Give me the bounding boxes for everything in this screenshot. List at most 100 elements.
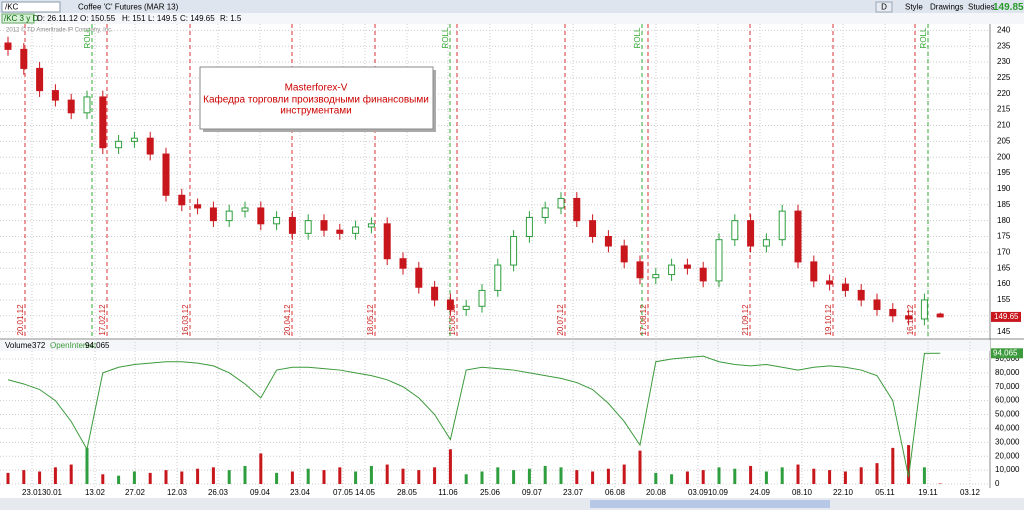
date-label: 05.11 <box>875 488 895 497</box>
date-label: 23.01 <box>22 488 43 497</box>
volume-bar <box>733 468 737 484</box>
volume-bar <box>670 474 674 484</box>
info: /KC 3 y D <box>4 14 38 23</box>
volume-bar <box>701 470 705 484</box>
volume-bar <box>448 449 452 484</box>
candle-body <box>178 194 186 206</box>
y-tick-label: 185 <box>997 200 1011 209</box>
candle-body <box>620 245 628 263</box>
annotation-line: Кафедра торговли производными финансовым… <box>203 94 429 106</box>
candle-body <box>83 96 91 114</box>
volume-bar <box>306 468 310 484</box>
volume-bar <box>211 467 215 484</box>
volume-bar <box>433 467 437 484</box>
date-label: 14.05 <box>355 488 376 497</box>
toolbar <box>0 0 1024 13</box>
chart-tag <box>1 13 35 24</box>
marker-label: 15.06.12 <box>448 304 457 336</box>
y-tick-label: 90,000 <box>995 354 1020 363</box>
candle-body <box>462 305 470 310</box>
info: L: 149.5 <box>148 14 177 23</box>
roll-label: ROLL <box>83 27 92 48</box>
volume-bar <box>243 465 247 484</box>
volume-bar <box>843 471 847 484</box>
volume-bar <box>480 471 484 484</box>
candle-body <box>636 261 644 279</box>
candle-body <box>889 308 897 317</box>
volume-bar <box>6 472 10 484</box>
candle-body <box>367 223 375 228</box>
candle-body <box>905 315 913 320</box>
volume-bar <box>764 471 768 484</box>
candle-body <box>336 229 344 234</box>
symbol-box[interactable] <box>1 1 61 13</box>
button[interactable] <box>875 1 893 13</box>
volume-bar <box>512 470 516 484</box>
volume-bar <box>527 468 531 484</box>
candle-body <box>826 280 834 285</box>
scroll-thumb[interactable] <box>590 500 830 508</box>
marker-label: 19.10.12 <box>824 304 833 336</box>
info-bar <box>0 13 1024 24</box>
date-label: 10.09 <box>708 488 729 497</box>
y-tick-label: 180 <box>997 216 1011 225</box>
y-tick-label: 155 <box>997 295 1011 304</box>
button-label[interactable]: Drawings <box>930 3 963 12</box>
y-tick-label: 205 <box>997 136 1011 145</box>
candle-body <box>510 236 518 266</box>
volume-bar <box>812 468 816 484</box>
button-label[interactable]: Studies <box>968 3 995 12</box>
volume-bar <box>606 468 610 484</box>
date-label: 30.01 <box>42 488 63 497</box>
volume-bar <box>828 470 832 484</box>
y-tick-label: 20,000 <box>995 451 1020 460</box>
volume-bar <box>464 474 468 484</box>
candle-body <box>810 261 818 282</box>
date-label: 06.08 <box>605 488 626 497</box>
date-label: 26.03 <box>208 488 229 497</box>
volume-bar <box>259 453 263 484</box>
volume-bar <box>780 467 784 484</box>
y-tick-label: 50,000 <box>995 410 1020 419</box>
volume-bar <box>717 467 721 484</box>
last-flag <box>991 311 1021 322</box>
candle-body <box>557 197 565 209</box>
y-tick-label: 240 <box>997 25 1011 34</box>
y-tick-label: 220 <box>997 89 1011 98</box>
volume-bar <box>543 465 547 484</box>
volume-bar <box>164 470 168 484</box>
volume-bar <box>638 450 642 484</box>
symbol[interactable]: /KC <box>5 3 19 12</box>
last-flag-label: 149.65 <box>994 312 1019 321</box>
roll-label: ROLL <box>441 27 450 48</box>
volume-bar <box>859 467 863 484</box>
date-label: 03.12 <box>960 488 981 497</box>
y-tick-label: 235 <box>997 41 1011 50</box>
date-label: 12.03 <box>167 488 188 497</box>
scrollbar[interactable] <box>0 498 1024 510</box>
candle-body <box>225 210 233 222</box>
y-tick-label: 200 <box>997 152 1011 161</box>
volume-title: Volume <box>5 341 32 350</box>
volume-bar <box>401 468 405 484</box>
volume-readout: 372 <box>32 341 46 350</box>
button-label[interactable]: Style <box>905 3 923 12</box>
oi-line <box>7 352 941 478</box>
date-label: 27.02 <box>125 488 146 497</box>
y-tick-label: 0 <box>995 479 1000 488</box>
y-tick-label: 170 <box>997 247 1011 256</box>
candle-body <box>668 264 676 276</box>
annotation-box <box>199 66 434 130</box>
date-label: 28.05 <box>397 488 418 497</box>
description: Coffee 'C' Futures (MAR 13) <box>78 3 179 12</box>
candle-body <box>194 204 202 209</box>
button-label[interactable]: D <box>881 3 887 12</box>
roll-label: ROLL <box>919 27 928 48</box>
annotation-title: Masterforex-V <box>285 83 348 94</box>
candle-body <box>288 216 296 234</box>
volume-bar <box>180 471 184 484</box>
volume-bar <box>322 470 326 484</box>
date-label: 19.11 <box>918 488 938 497</box>
candle-body <box>67 99 75 114</box>
y-tick-label: 215 <box>997 105 1011 114</box>
